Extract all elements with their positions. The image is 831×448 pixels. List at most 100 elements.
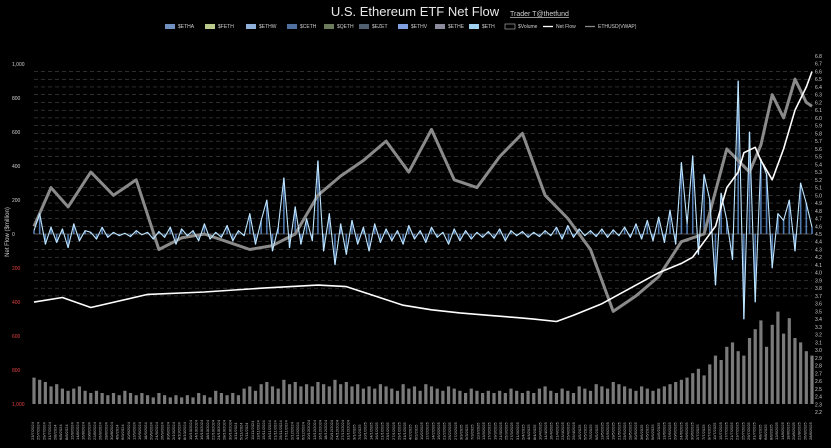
volume-bar: [776, 311, 780, 404]
volume-bar: [270, 386, 275, 404]
volume-bar: [276, 388, 280, 404]
x-tick-label: 2/7/2025: [695, 424, 700, 440]
y-axis-left-ticks: 1,000 800 600 400 200 0 200 400 600 800 1,000: [12, 62, 25, 408]
flow-bar: [799, 183, 802, 234]
flow-bar: [459, 234, 461, 241]
flow-bar: [419, 230, 421, 234]
y-right-tick-label: 4.4: [815, 240, 822, 246]
volume-bar: [322, 384, 326, 404]
volume-bar: [310, 386, 314, 404]
flow-bar: [470, 234, 473, 240]
volume-bar: [696, 368, 701, 404]
x-tick-label: 23/4/2025: [560, 421, 565, 440]
x-tick-label: 4/8/2025: [757, 424, 762, 440]
flow-bar: [61, 228, 64, 234]
flow-bar: [794, 234, 796, 251]
volume-bar: [418, 390, 422, 404]
flow-bar: [436, 234, 438, 238]
volume-bar: [327, 386, 331, 404]
legend-label: Net Flow: [556, 24, 576, 30]
y-right-tick-label: 4.5: [815, 232, 822, 238]
y-right-tick-label: 5.7: [815, 139, 822, 145]
flow-bar: [538, 234, 541, 237]
volume-bar: [810, 355, 814, 404]
volume-bar: [333, 379, 337, 404]
flow-bar: [669, 210, 671, 234]
volume-bar: [287, 384, 292, 404]
volume-bar: [463, 393, 468, 404]
legend-label: $Volume: [518, 24, 538, 30]
flow-bar: [629, 234, 632, 238]
volume-bar: [361, 388, 365, 404]
y-right-tick-label: 5.1: [815, 186, 822, 192]
x-tick-label: 16/4/2025: [549, 421, 554, 440]
volume-bar: [316, 382, 320, 404]
flow-bar: [464, 230, 467, 234]
legend-label: $ETHA: [178, 24, 195, 30]
flow-bar: [777, 213, 779, 234]
flow-bar: [328, 213, 331, 234]
legend-swatch: [435, 24, 445, 29]
y-right-tick-label: 4.1: [815, 263, 822, 269]
x-tick-label: 21/2/2025: [442, 421, 447, 440]
volume-bar: [498, 390, 502, 404]
y-right-tick-label: 5.9: [815, 124, 822, 130]
volume-bar: [702, 375, 706, 404]
x-tick-label: 6/8/2024: [58, 424, 63, 440]
flow-bar: [737, 81, 739, 234]
flow-bar: [578, 228, 580, 234]
legend-label: ETHUSD(VWAP): [598, 24, 637, 30]
x-tick-label: 9/5/2025: [594, 424, 599, 440]
x-tick-label: 18/9/2024: [143, 421, 148, 440]
flow-bar: [146, 232, 149, 234]
volume-bar: [645, 388, 649, 404]
x-tick-label: 20/9/2024: [148, 421, 153, 440]
x-tick-label: 2/4/2025: [521, 424, 526, 440]
x-tick-label: 29/4/2025: [571, 421, 576, 440]
x-tick-label: 10/2/2025: [419, 421, 424, 440]
x-tick-label: 19/2/2025: [436, 421, 441, 440]
y-right-tick-label: 3.5: [815, 309, 822, 315]
x-tick-label: 6/8/2025: [763, 424, 768, 440]
volume-bar: [407, 388, 411, 404]
volume-bar: [782, 333, 786, 404]
flow-bar: [220, 234, 223, 238]
volume-bar: [378, 384, 383, 404]
volume-bar: [111, 393, 116, 404]
y-left-tick-label: 200: [12, 198, 21, 204]
x-tick-label: 29/1/2025: [396, 421, 401, 440]
flow-bar: [743, 234, 745, 319]
volume-bar: [191, 397, 195, 404]
flow-bar: [186, 234, 189, 236]
legend-label: $FETH: [218, 24, 234, 30]
flow-bar: [84, 230, 86, 234]
x-tick-label: 29/7/2025: [746, 421, 751, 440]
volume-bar: [259, 384, 263, 404]
legend-swatch: [398, 24, 408, 29]
flow-bar: [118, 234, 120, 236]
volume-bar: [446, 386, 451, 404]
flow-bar: [686, 223, 688, 234]
flow-bar: [771, 234, 774, 268]
x-tick-label: 23/7/2024: [30, 421, 35, 440]
x-tick-label: 13/6/2025: [661, 421, 666, 440]
volume-bar: [367, 386, 371, 404]
flow-bar: [362, 227, 365, 234]
flow-bar: [101, 227, 103, 234]
volume-bar: [38, 379, 42, 404]
flow-bar: [283, 177, 285, 234]
x-tick-label: 2/10/2024: [171, 421, 176, 440]
x-tick-label: 8/8/2025: [769, 424, 774, 440]
flow-bar: [158, 231, 160, 234]
flow-bar: [266, 200, 268, 234]
flow-bar: [237, 230, 240, 234]
volume-bar: [759, 320, 763, 404]
volume-bar: [594, 384, 598, 404]
x-tick-label: 17/3/2025: [487, 421, 492, 440]
x-tick-label: 17/7/2025: [723, 421, 728, 440]
daily-flow-line: [33, 80, 813, 320]
flow-bar: [476, 232, 478, 234]
flow-bar: [351, 220, 353, 234]
volume-bar: [356, 384, 360, 404]
y-right-tick-label: 6.0: [815, 116, 822, 122]
